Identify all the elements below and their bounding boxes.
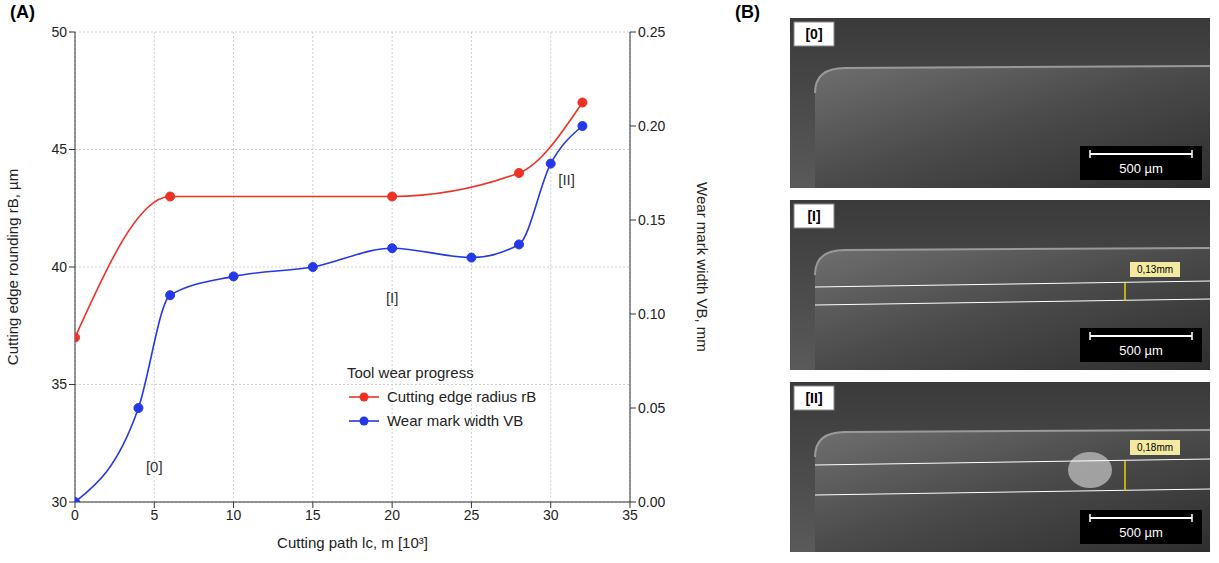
svg-text:0.15: 0.15 <box>638 212 665 228</box>
svg-text:0.00: 0.00 <box>638 494 665 510</box>
html-text:Tool wear progress: Tool wear progress <box>346 364 474 381</box>
svg-text:35: 35 <box>51 376 67 392</box>
svg-text:[I]: [I] <box>386 289 399 306</box>
svg-text:[I]: [I] <box>807 208 820 224</box>
svg-text:0.05: 0.05 <box>638 400 665 416</box>
svg-text:5: 5 <box>150 507 158 523</box>
svg-text:0,18mm: 0,18mm <box>1137 442 1173 453</box>
svg-text:45: 45 <box>51 141 67 157</box>
svg-text:[0]: [0] <box>805 26 822 42</box>
svg-text:30: 30 <box>543 507 559 523</box>
svg-text:0.10: 0.10 <box>638 306 665 322</box>
html-text:Cutting edge radius rB: Cutting edge radius rB <box>386 388 537 405</box>
svg-text:Cutting path lc, m [10³]: Cutting path lc, m [10³] <box>277 534 428 551</box>
svg-text:0.25: 0.25 <box>638 24 665 40</box>
svg-text:20: 20 <box>384 507 400 523</box>
svg-text:35: 35 <box>622 507 638 523</box>
svg-text:Cutting edge rounding rB, µm: Cutting edge rounding rB, µm <box>4 169 21 365</box>
svg-text:0,13mm: 0,13mm <box>1137 264 1173 275</box>
svg-text:[II]: [II] <box>805 390 822 406</box>
svg-text:0.20: 0.20 <box>638 118 665 134</box>
svg-text:50: 50 <box>51 24 67 40</box>
svg-text:25: 25 <box>464 507 480 523</box>
svg-text:500 µm: 500 µm <box>1119 525 1163 540</box>
svg-text:[II]: [II] <box>558 171 575 188</box>
svg-text:500 µm: 500 µm <box>1119 343 1163 358</box>
html-text:(B): (B) <box>735 2 760 22</box>
svg-text:15: 15 <box>305 507 321 523</box>
svg-text:[0]: [0] <box>146 458 163 475</box>
svg-text:Wear mark width VB, mm: Wear mark width VB, mm <box>694 182 711 352</box>
svg-text:40: 40 <box>51 259 67 275</box>
html-text:(A): (A) <box>10 2 35 22</box>
svg-text:30: 30 <box>51 494 67 510</box>
svg-text:500 µm: 500 µm <box>1119 161 1163 176</box>
svg-text:10: 10 <box>226 507 242 523</box>
svg-text:0: 0 <box>71 507 79 523</box>
html-text:Wear mark width VB: Wear mark width VB <box>386 412 524 429</box>
